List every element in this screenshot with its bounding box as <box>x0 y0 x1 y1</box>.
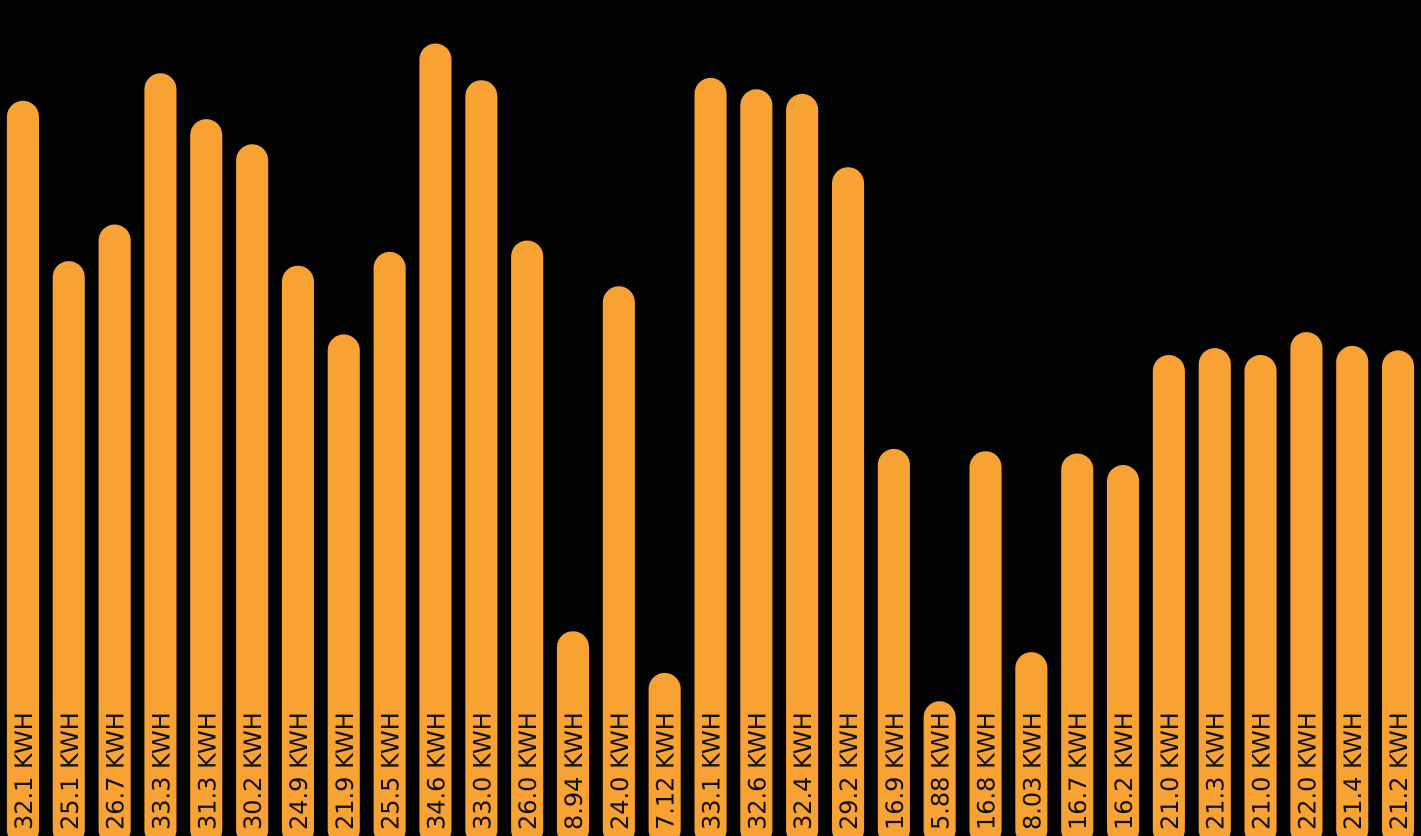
bar-18 <box>786 93 819 836</box>
bar-6 <box>236 144 269 836</box>
bar-31 <box>1382 350 1415 836</box>
bar-9 <box>373 251 406 836</box>
bar-label-26: 21.0 KWH <box>1156 712 1184 830</box>
bar-12 <box>511 240 544 836</box>
bar-22 <box>969 451 1002 836</box>
bar-label-13: 8.94 KWH <box>560 712 588 830</box>
bar-label-28: 21.0 KWH <box>1248 712 1276 830</box>
bar-label-17: 32.6 KWH <box>743 712 771 830</box>
bar-26 <box>1152 355 1185 836</box>
bar-8 <box>327 334 360 836</box>
bar-label-5: 31.3 KWH <box>193 712 221 830</box>
bar-label-19: 29.2 KWH <box>835 712 863 830</box>
bar-label-29: 22.0 KWH <box>1293 712 1321 830</box>
bar-label-10: 34.6 KWH <box>423 712 451 830</box>
bar-23 <box>1015 652 1048 836</box>
bar-13 <box>556 631 589 836</box>
bar-label-9: 25.5 KWH <box>377 712 405 830</box>
bar-label-3: 26.7 KWH <box>102 712 130 830</box>
bar-30 <box>1336 345 1369 836</box>
bar-label-30: 21.4 KWH <box>1339 712 1367 830</box>
bar-19 <box>832 167 865 836</box>
bar-25 <box>1107 465 1140 836</box>
bar-label-1: 32.1 KWH <box>10 712 38 830</box>
bar-label-27: 21.3 KWH <box>1202 712 1230 830</box>
bar-label-4: 33.3 KWH <box>147 712 175 830</box>
bar-28 <box>1244 355 1277 836</box>
bar-label-12: 26.0 KWH <box>514 712 542 830</box>
bar-4 <box>144 73 177 836</box>
bar-label-22: 16.8 KWH <box>973 712 1001 830</box>
bar-1 <box>6 100 39 836</box>
bar-label-31: 21.2 KWH <box>1385 712 1413 830</box>
bar-20 <box>877 448 910 836</box>
bar-27 <box>1198 348 1231 836</box>
bar-3 <box>98 224 131 836</box>
bar-label-11: 33.0 KWH <box>468 712 496 830</box>
bar-15 <box>648 672 681 836</box>
bar-label-15: 7.12 KWH <box>652 712 680 830</box>
bar-label-25: 16.2 KWH <box>1110 712 1138 830</box>
bar-17 <box>740 89 773 836</box>
bars-group: 32.1 KWH 25.1 KWH 26.7 KWH 33.3 KWH 31.3 KWH… <box>6 43 1415 836</box>
bar-label-20: 16.9 KWH <box>881 712 909 830</box>
bar-2 <box>52 261 85 836</box>
bar-label-2: 25.1 KWH <box>56 712 84 830</box>
bar-label-24: 16.7 KWH <box>1064 712 1092 830</box>
bar-label-7: 24.9 KWH <box>285 712 313 830</box>
bar-16 <box>694 77 727 836</box>
bar-5 <box>190 119 223 836</box>
bar-7 <box>281 265 314 836</box>
bar-10 <box>419 43 452 836</box>
bar-11 <box>465 80 498 836</box>
bar-label-18: 32.4 KWH <box>789 712 817 830</box>
bar-24 <box>1061 453 1094 836</box>
bar-label-21: 5.88 KWH <box>927 712 955 830</box>
bar-label-23: 8.03 KWH <box>1018 712 1046 830</box>
bar-label-6: 30.2 KWH <box>239 712 267 830</box>
bar-29 <box>1290 332 1323 836</box>
bar-21 <box>923 701 956 836</box>
bar-label-14: 24.0 KWH <box>606 712 634 830</box>
bar-label-16: 33.1 KWH <box>698 712 726 830</box>
bar-14 <box>602 286 635 836</box>
bar-label-8: 21.9 KWH <box>331 712 359 830</box>
